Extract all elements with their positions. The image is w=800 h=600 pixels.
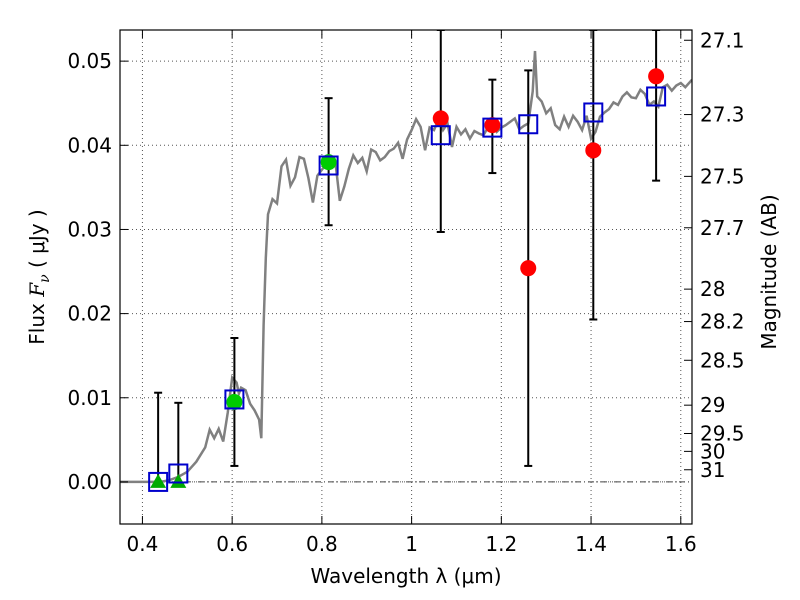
y-axis-title: Flux Fν ( μJy ) xyxy=(25,209,53,344)
magnitude-tick-label: 30 xyxy=(700,439,725,463)
upper-limit-triangle xyxy=(150,473,167,488)
model-band-square xyxy=(224,389,245,410)
x-axis-ticks: 0.4 0.6 0.8 1 1.2 1.4 1.6 xyxy=(127,30,697,556)
magnitude-axis-title: Magnitude (AB) xyxy=(757,194,781,349)
model-band-square xyxy=(168,463,189,484)
x-tick-label: 0.4 xyxy=(127,532,159,556)
x-tick-label: 1.6 xyxy=(665,532,697,556)
plot-area xyxy=(120,30,692,492)
y-tick-label: 0.01 xyxy=(67,386,112,410)
magnitude-tick-label: 27.7 xyxy=(700,216,745,240)
model-band-square xyxy=(583,102,604,123)
model-band-square xyxy=(148,471,169,492)
green-detection-point xyxy=(226,393,243,410)
x-tick-label: 1 xyxy=(405,532,418,556)
x-axis-title: Wavelength λ (μm) xyxy=(310,564,501,588)
red-detection-point xyxy=(520,260,537,277)
magnitude-tick-label: 28.2 xyxy=(700,310,745,334)
red-detection-point xyxy=(484,117,501,134)
x-tick-label: 1.2 xyxy=(485,532,517,556)
x-tick-label: 0.6 xyxy=(216,532,248,556)
data-markers xyxy=(148,68,667,492)
model-band-square xyxy=(646,86,667,107)
red-detection-point xyxy=(585,142,602,159)
magnitude-tick-label: 29.5 xyxy=(700,421,745,445)
y-axis-title-symbol: F xyxy=(25,282,49,298)
model-band-square xyxy=(482,117,503,138)
magnitude-tick-label: 29 xyxy=(700,393,725,417)
magnitude-tick-label: 28.5 xyxy=(700,348,745,372)
y-tick-label: 0.03 xyxy=(67,217,112,241)
y-axis-title-prefix: Flux xyxy=(25,297,49,345)
magnitude-tick-label: 28 xyxy=(700,277,725,301)
x-tick-label: 0.8 xyxy=(306,532,338,556)
upper-limit-triangle xyxy=(170,473,187,488)
y-tick-label: 0.02 xyxy=(67,302,112,326)
x-tick-label: 1.4 xyxy=(575,532,607,556)
red-detection-point xyxy=(432,110,449,127)
y-tick-label: 0.04 xyxy=(67,133,112,157)
red-detection-point xyxy=(648,68,665,85)
magnitude-tick-label: 27.5 xyxy=(700,164,745,188)
y-tick-label: 0.00 xyxy=(67,470,112,494)
y-axis-title-suffix: ( μJy ) xyxy=(25,209,49,274)
model-band-square xyxy=(430,125,451,146)
magnitude-tick-label: 31 xyxy=(700,458,725,482)
y-tick-label: 0.05 xyxy=(67,49,112,73)
y-axis-title-subscript: ν xyxy=(37,274,53,283)
plot-frame xyxy=(119,29,693,525)
model-band-square xyxy=(518,114,539,135)
model-band-square xyxy=(318,155,339,176)
magnitude-tick-label: 27.3 xyxy=(700,103,745,127)
green-detection-point xyxy=(320,154,337,171)
magnitude-tick-label: 27.1 xyxy=(700,28,745,52)
y-axis-ticks: 0.00 0.01 0.02 0.03 0.04 0.05 xyxy=(67,49,128,494)
